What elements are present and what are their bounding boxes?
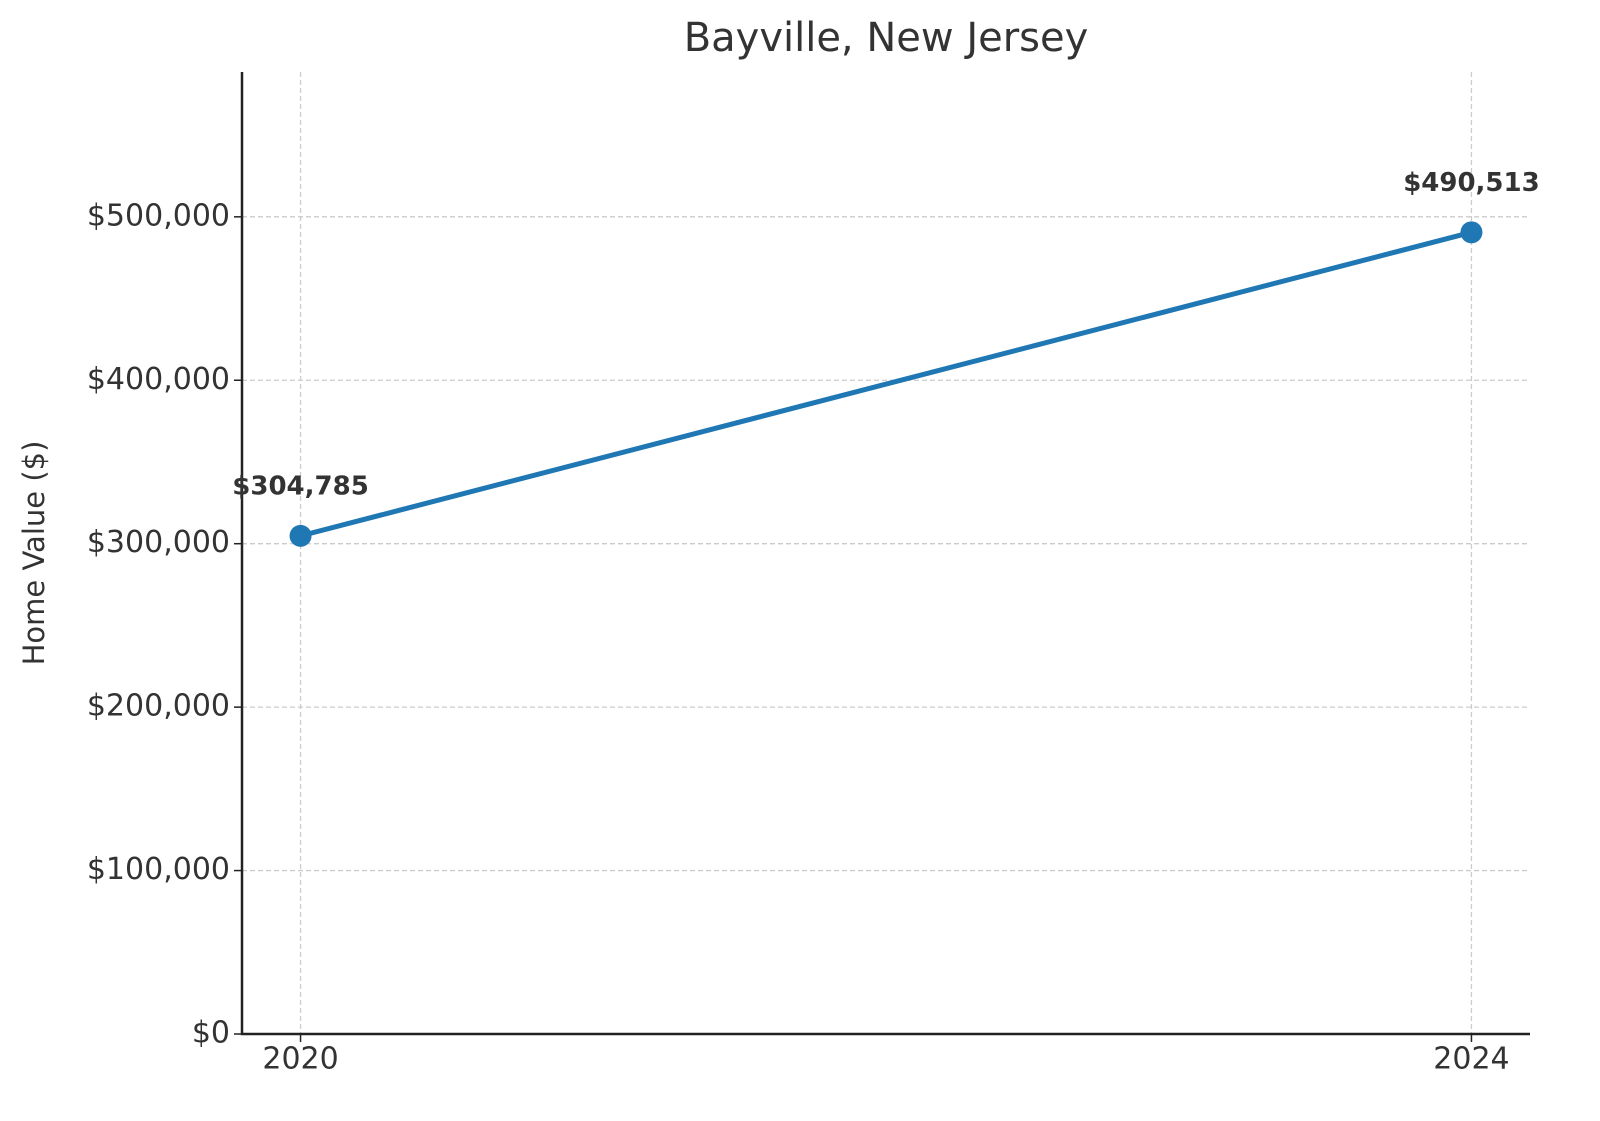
data-line bbox=[299, 229, 1473, 539]
y-tick-label: $100,000 bbox=[87, 852, 230, 887]
axis bbox=[240, 72, 1530, 1036]
y-tick-label: $300,000 bbox=[87, 525, 230, 560]
y-tick-label: $400,000 bbox=[87, 362, 230, 397]
y-axis-label: Home Value ($) bbox=[17, 441, 51, 666]
data-point bbox=[1460, 221, 1483, 244]
x-tick-label: 2024 bbox=[1433, 1042, 1509, 1077]
y-tick-label: $500,000 bbox=[87, 198, 230, 233]
x-tick-label: 2020 bbox=[262, 1042, 338, 1077]
y-tick-label: $0 bbox=[192, 1016, 230, 1051]
value-label: $490,513 bbox=[1403, 168, 1540, 198]
chart-title: Bayville, New Jersey bbox=[684, 15, 1089, 61]
value-label: $304,785 bbox=[232, 471, 369, 501]
y-tick-label: $200,000 bbox=[87, 689, 230, 724]
data-point bbox=[289, 524, 312, 547]
